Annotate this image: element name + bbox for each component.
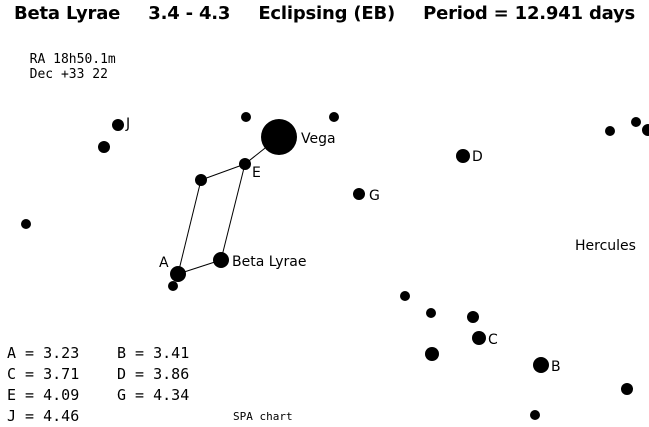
magnitude-entry: D = 3.86 (117, 365, 190, 383)
star (400, 291, 410, 301)
star (642, 124, 649, 136)
chart-title: Beta Lyrae 3.4 - 4.3 Eclipsing (EB) Peri… (14, 3, 649, 24)
coordinates: RA 18h50.1m Dec +33 22 (14, 37, 136, 82)
star-labels: Vega Beta Lyrae A E J G D C B Hercules (125, 116, 636, 375)
magnitude-row: A = 3.23 B = 3.41 (7, 343, 227, 364)
star-e (239, 158, 251, 170)
star (241, 112, 251, 122)
magnitude-range: 3.4 - 4.3 (148, 3, 231, 24)
magnitude-entry: E = 4.09 (7, 386, 80, 404)
label-g: G (369, 188, 380, 204)
chart-credit: SPA chart (233, 410, 293, 423)
constellation-line (220, 163, 246, 261)
star (467, 311, 479, 323)
label-b: B (551, 359, 561, 375)
label-beta-lyrae: Beta Lyrae (232, 254, 306, 270)
label-j: J (125, 116, 130, 132)
magnitude-entry: B = 3.41 (117, 344, 190, 362)
star (631, 117, 641, 127)
right-ascension: RA 18h50.1m (29, 52, 116, 67)
declination: Dec +33 22 (29, 67, 108, 82)
magnitude-entry: J = 4.46 (7, 407, 80, 425)
magnitude-row: E = 4.09 G = 4.34 (7, 385, 227, 406)
star (168, 281, 178, 291)
stars (21, 112, 649, 420)
label-d: D (472, 149, 483, 165)
star-j (112, 119, 124, 131)
star (426, 308, 436, 318)
star-beta-lyrae (213, 252, 229, 268)
star-a (170, 266, 186, 282)
star-vega (261, 119, 297, 155)
variable-type: Eclipsing (EB) (258, 3, 396, 24)
constellation-line (177, 179, 202, 275)
star-g (353, 188, 365, 200)
period: Period = 12.941 days (423, 3, 636, 24)
label-c: C (488, 332, 498, 348)
constellation-line (200, 163, 246, 181)
star-d (456, 149, 470, 163)
star (425, 347, 439, 361)
star (530, 410, 540, 420)
star (329, 112, 339, 122)
star-c (472, 331, 486, 345)
star (21, 219, 31, 229)
star (621, 383, 633, 395)
comparison-magnitudes: A = 3.23 B = 3.41 C = 3.71 D = 3.86 E = 4.… (7, 343, 227, 427)
star (98, 141, 110, 153)
star (605, 126, 615, 136)
magnitude-row: C = 3.71 D = 3.86 (7, 364, 227, 385)
magnitude-row: J = 4.46 (7, 406, 227, 427)
star-b (533, 357, 549, 373)
magnitude-entry: C = 3.71 (7, 365, 80, 383)
star-name: Beta Lyrae (14, 3, 121, 24)
label-hercules: Hercules (575, 238, 636, 254)
magnitude-entry: A = 3.23 (7, 344, 80, 362)
label-vega: Vega (301, 131, 336, 147)
label-e: E (252, 165, 261, 181)
star (195, 174, 207, 186)
magnitude-entry: G = 4.34 (117, 386, 190, 404)
label-a: A (159, 255, 169, 271)
